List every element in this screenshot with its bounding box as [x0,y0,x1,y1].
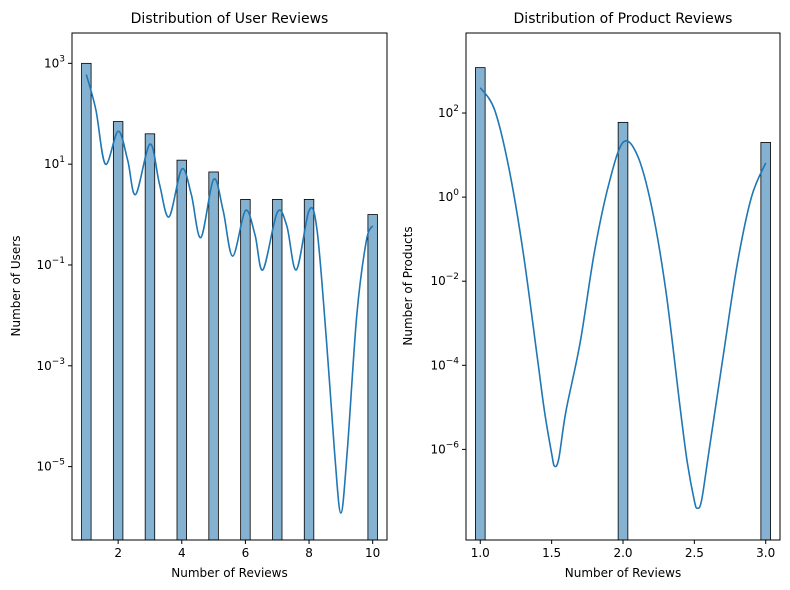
y-tick-label: 103 [44,54,65,70]
product-reviews-chart: Distribution of Product Reviews Number o… [401,11,781,580]
kde-curve [85,74,374,514]
y-tick-label: 101 [44,155,65,171]
x-axis: 2 4 6 8 10 [114,540,380,560]
x-tick-label: 2.0 [613,546,632,560]
bar-1 [617,121,629,541]
x-tick-label: 8 [305,546,313,560]
chart-title: Distribution of User Reviews [131,11,329,27]
x-tick-label: 2.5 [685,546,704,560]
kde-curve [479,87,767,510]
bar-2 [760,142,771,541]
bar-4 [208,171,219,541]
bar-7 [303,198,315,541]
bar-6 [272,198,283,541]
bar-3 [176,159,187,541]
y-tick-label: 10−4 [430,356,459,372]
y-tick-label: 10−6 [430,440,459,456]
y-tick-label: 100 [438,188,459,204]
bars [475,67,771,541]
y-tick-label: 10−3 [36,357,65,373]
chart-title: Distribution of Product Reviews [514,11,733,27]
y-tick-label: 10−5 [36,458,65,474]
x-tick-label: 6 [242,546,250,560]
y-axis-label: Number of Users [9,235,23,336]
bar-0 [81,62,92,541]
x-tick-label: 4 [178,546,186,560]
y-axis-label: Number of Products [401,226,415,345]
x-axis-label: Number of Reviews [171,566,287,580]
y-tick-label: 10−2 [430,272,459,288]
bar-2 [144,133,156,541]
user-reviews-chart: Distribution of User Reviews Number of R… [9,11,388,580]
x-tick-label: 3.0 [756,546,775,560]
y-axis: 103 101 10−1 10−3 10−5 [36,54,72,474]
y-axis: 102 100 10−2 10−4 10−6 [430,104,466,456]
x-axis: 1.0 1.5 2.0 2.5 3.0 [471,540,775,560]
x-tick-label: 1.5 [542,546,561,560]
x-tick-label: 10 [365,546,380,560]
bar-0 [475,67,486,541]
bar-8 [367,214,378,541]
x-tick-label: 2 [114,546,122,560]
bar-5 [240,198,251,541]
x-tick-label: 1.0 [471,546,490,560]
x-axis-label: Number of Reviews [565,566,681,580]
y-tick-label: 102 [438,104,459,120]
y-tick-label: 10−1 [36,256,65,272]
bars [81,62,378,541]
bar-1 [112,121,124,541]
plot-frame [71,32,388,541]
